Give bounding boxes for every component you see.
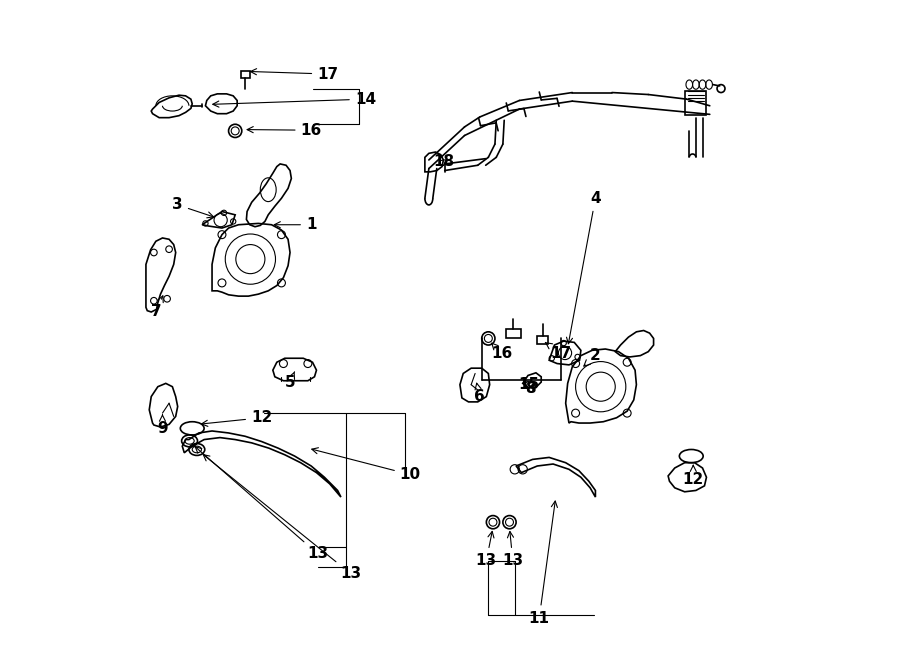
Text: 4: 4 — [566, 191, 600, 344]
Text: 5: 5 — [284, 371, 295, 389]
Text: 9: 9 — [158, 415, 167, 436]
Text: 6: 6 — [474, 383, 485, 404]
Text: 14: 14 — [212, 92, 376, 107]
Text: 13: 13 — [476, 531, 497, 568]
Text: 17: 17 — [545, 342, 572, 361]
Text: 13: 13 — [195, 447, 328, 561]
Text: 8: 8 — [526, 381, 536, 396]
Text: 18: 18 — [433, 155, 454, 169]
Text: 1: 1 — [274, 217, 317, 232]
Text: 17: 17 — [250, 67, 338, 81]
Text: 12: 12 — [682, 465, 704, 486]
Text: 7: 7 — [150, 296, 163, 319]
Text: 16: 16 — [248, 123, 322, 137]
Text: 2: 2 — [584, 348, 601, 366]
Text: 11: 11 — [528, 501, 557, 625]
Text: 3: 3 — [173, 198, 213, 218]
Text: 10: 10 — [311, 447, 421, 482]
Text: 16: 16 — [491, 343, 512, 361]
Text: 12: 12 — [202, 410, 272, 426]
Text: 13: 13 — [502, 531, 524, 568]
Text: 15: 15 — [518, 377, 540, 392]
Text: 13: 13 — [203, 455, 362, 581]
